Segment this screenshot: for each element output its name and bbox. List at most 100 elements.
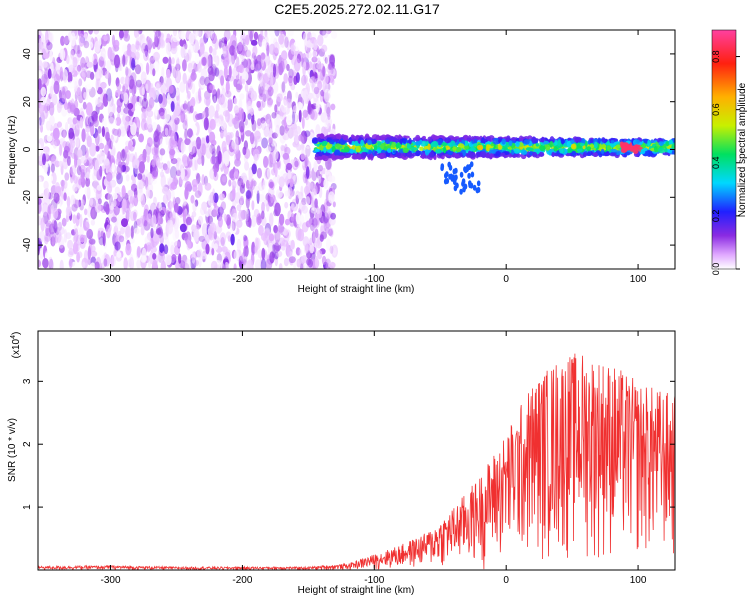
spectrogram-noise-mark bbox=[217, 216, 223, 228]
spectrogram-noise-mark bbox=[313, 38, 318, 51]
spectrogram-noise-mark bbox=[67, 81, 75, 89]
spectrogram-noise-mark bbox=[114, 241, 121, 251]
spectrogram-noise-mark bbox=[327, 113, 331, 120]
spectrogram-noise-mark bbox=[312, 233, 316, 247]
snr-x-tick-label: -300 bbox=[101, 575, 121, 586]
spectrogram-noise-mark bbox=[85, 132, 90, 141]
spectrogram-noise-mark bbox=[250, 90, 257, 102]
spectrogram-noise-mark bbox=[233, 249, 239, 262]
spectrogram-noise-mark bbox=[67, 71, 73, 84]
spectrogram-noise-mark bbox=[233, 48, 239, 55]
spectrogram-noise-mark bbox=[117, 191, 123, 202]
spectrogram-noise-mark bbox=[85, 171, 91, 179]
spectrogram-noise-mark bbox=[263, 155, 269, 168]
spectrogram-noise-mark bbox=[209, 118, 216, 130]
spectrogram-noise-mark bbox=[260, 117, 266, 124]
spectrogram-signal-mark bbox=[586, 146, 591, 152]
spectrogram-noise-mark bbox=[244, 161, 250, 171]
spectrogram-noise-mark bbox=[250, 178, 255, 191]
spectrogram-signal-mark bbox=[470, 147, 476, 152]
spectrogram-noise-mark bbox=[253, 208, 260, 218]
spectrogram-noise-mark bbox=[59, 259, 64, 269]
spectrogram-signal-mark bbox=[328, 139, 335, 145]
spectrogram-noise-mark bbox=[149, 99, 154, 110]
spectrogram-noise-mark bbox=[323, 212, 329, 224]
spectrogram-noise-mark bbox=[175, 69, 181, 83]
spectrogram-noise-mark bbox=[179, 223, 187, 233]
spectrogram-noise-mark bbox=[78, 78, 83, 87]
spectrogram-noise-mark bbox=[280, 82, 284, 91]
spectrogram-noise-mark bbox=[328, 175, 336, 183]
spectrogram-noise-mark bbox=[279, 60, 285, 73]
spectrogram-noise-mark bbox=[201, 201, 208, 211]
spectrogram-signal-mark bbox=[462, 149, 467, 157]
spectrogram-noise-mark bbox=[322, 30, 329, 39]
spectrogram-noise-mark bbox=[174, 51, 178, 60]
spectrogram-noise-mark bbox=[219, 232, 227, 245]
spectrogram-noise-mark bbox=[54, 186, 61, 194]
spectrogram-noise-mark bbox=[117, 128, 122, 138]
spectrogram-noise-mark bbox=[113, 54, 121, 69]
spectrogram-noise-mark bbox=[38, 230, 46, 243]
spectrogram-noise-mark bbox=[224, 36, 228, 47]
spectrogram-noise-mark bbox=[187, 128, 193, 138]
spectrogram-noise-mark bbox=[284, 201, 289, 209]
spectrogram-noise-mark bbox=[155, 83, 160, 91]
spectrogram-noise-mark bbox=[145, 62, 150, 75]
spectrogram-noise-mark bbox=[325, 30, 332, 35]
spectrogram-noise-mark bbox=[207, 215, 213, 225]
spectrogram-signal-mark bbox=[539, 144, 546, 152]
spectrogram-noise-mark bbox=[239, 54, 245, 63]
spectrogram-noise-mark bbox=[53, 80, 60, 95]
spectrogram-noise-mark bbox=[195, 30, 202, 39]
spectrogram-noise-mark bbox=[159, 138, 163, 148]
spectrogram-signal-mark bbox=[551, 151, 555, 158]
spectrogram-noise-mark bbox=[98, 236, 105, 246]
spectrogram-noise-mark bbox=[39, 111, 45, 126]
spectrogram-noise-mark bbox=[73, 199, 80, 209]
spectrogram-noise-mark bbox=[303, 243, 309, 254]
spectrogram-noise-mark bbox=[65, 206, 72, 217]
spectrogram-noise-mark bbox=[56, 101, 62, 113]
spectrogram-noise-mark bbox=[146, 155, 150, 163]
spectrogram-noise-mark bbox=[173, 240, 181, 248]
spectrogram-noise-mark bbox=[83, 40, 90, 49]
spectrogram-noise-mark bbox=[267, 218, 271, 231]
spectrogram-noise-mark bbox=[223, 55, 230, 69]
spectrogram-noise-mark bbox=[155, 157, 161, 168]
spectrogram-noise-mark bbox=[259, 85, 265, 98]
spectrogram-noise-mark bbox=[86, 186, 91, 200]
spectrogram-signal-mark bbox=[467, 172, 471, 179]
spectrogram-noise-mark bbox=[133, 227, 140, 235]
spectrogram-noise-mark bbox=[181, 154, 188, 164]
spectrogram-noise-mark bbox=[100, 81, 107, 89]
spectrogram-noise-mark bbox=[50, 172, 57, 185]
spectrogram-noise-mark bbox=[218, 38, 222, 49]
spectrogram-x-tick-label: -300 bbox=[101, 274, 121, 285]
spectrogram-noise-mark bbox=[109, 203, 115, 211]
spectrogram-noise-mark bbox=[286, 247, 291, 257]
spectrogram-noise-mark bbox=[267, 212, 273, 222]
spectrogram-signal-mark bbox=[457, 143, 465, 148]
spectrogram-noise-mark bbox=[105, 203, 110, 215]
spectrogram-noise-mark bbox=[332, 201, 336, 208]
spectrogram-signal-mark bbox=[404, 135, 410, 139]
spectrogram-noise-mark bbox=[252, 148, 260, 161]
spectrogram-noise-mark bbox=[122, 54, 126, 67]
spectrogram-noise-mark bbox=[256, 190, 260, 205]
spectrogram-signal-mark bbox=[499, 152, 506, 157]
spectrogram-noise-mark bbox=[297, 228, 305, 242]
spectrogram-noise-mark bbox=[49, 49, 53, 61]
spectrogram-noise-mark bbox=[215, 55, 220, 67]
spectrogram-noise-mark bbox=[79, 116, 84, 129]
spectrogram-noise-mark bbox=[246, 259, 254, 269]
spectrogram-noise-mark bbox=[286, 63, 290, 72]
spectrogram-noise-mark bbox=[278, 224, 285, 233]
spectrogram-noise-mark bbox=[174, 117, 180, 125]
spectrogram-noise-mark bbox=[284, 218, 290, 226]
spectrogram-noise-mark bbox=[170, 101, 175, 112]
spectrogram-noise-mark bbox=[322, 167, 326, 175]
spectrogram-noise-mark bbox=[273, 148, 279, 161]
spectrogram-noise-mark bbox=[248, 168, 253, 182]
